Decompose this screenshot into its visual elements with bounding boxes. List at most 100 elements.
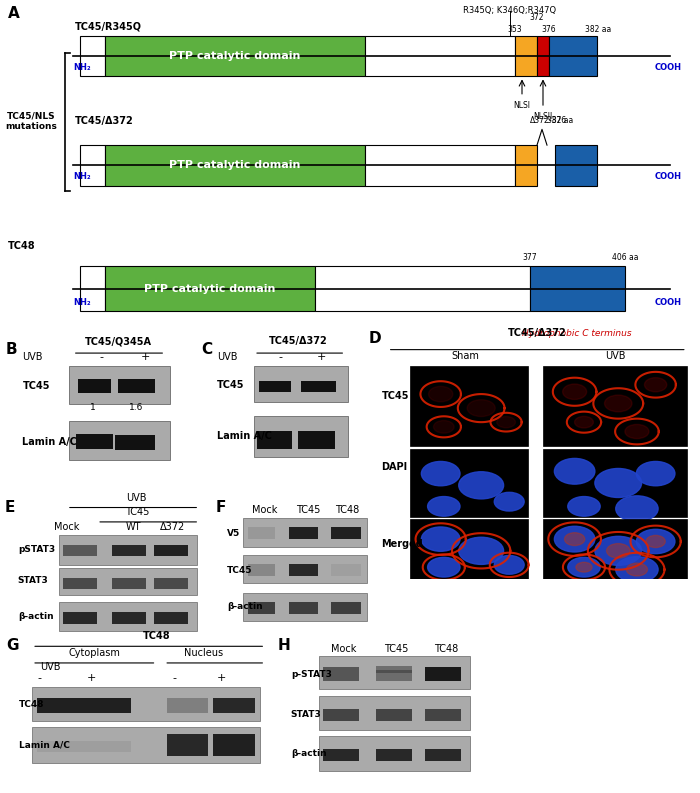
Text: pSTAT3: pSTAT3	[18, 545, 55, 554]
Text: TC45/Δ372: TC45/Δ372	[75, 116, 134, 126]
Ellipse shape	[421, 527, 460, 551]
Text: STAT3: STAT3	[290, 710, 321, 718]
Bar	[80, 145, 105, 186]
Text: β-actin: β-actin	[227, 603, 262, 611]
Ellipse shape	[568, 496, 600, 516]
Ellipse shape	[645, 377, 667, 392]
Text: A: A	[8, 6, 20, 21]
Text: TC48: TC48	[19, 700, 45, 709]
Bar	[243, 592, 367, 622]
Text: UVB: UVB	[127, 493, 147, 503]
Text: 382 aa: 382 aa	[585, 25, 611, 34]
Bar	[69, 421, 170, 460]
Text: NH₂: NH₂	[73, 297, 90, 307]
Bar	[257, 431, 293, 439]
Text: B: B	[6, 342, 18, 357]
Bar	[60, 602, 197, 630]
Bar	[243, 518, 367, 547]
Bar	[555, 145, 597, 186]
Text: WT: WT	[125, 522, 141, 532]
Bar	[167, 698, 209, 713]
Ellipse shape	[428, 386, 453, 402]
Bar	[365, 36, 515, 76]
Text: Lamin A/C: Lamin A/C	[19, 741, 70, 749]
Bar	[319, 656, 470, 689]
Bar	[288, 602, 318, 614]
Text: TC45: TC45	[295, 505, 320, 515]
Text: -: -	[99, 352, 104, 362]
Text: Mock: Mock	[253, 505, 278, 515]
Bar	[63, 578, 97, 588]
Bar	[254, 366, 348, 401]
Ellipse shape	[636, 462, 675, 486]
Bar	[248, 527, 275, 539]
Bar	[76, 434, 113, 440]
Text: 376: 376	[542, 25, 557, 34]
Bar	[258, 381, 291, 392]
Text: TC48: TC48	[433, 644, 458, 654]
Bar	[331, 527, 360, 539]
Bar	[60, 568, 197, 596]
Text: -: -	[279, 352, 283, 362]
Bar	[323, 749, 359, 761]
Ellipse shape	[433, 420, 454, 433]
Bar	[515, 145, 537, 186]
Text: TC45/Δ372: TC45/Δ372	[269, 336, 328, 346]
Bar	[319, 737, 470, 771]
Text: D: D	[369, 331, 382, 346]
Bar	[80, 266, 105, 311]
Text: PTP catalytic domain: PTP catalytic domain	[144, 284, 276, 293]
Bar	[243, 554, 367, 584]
Text: 372: 372	[530, 13, 545, 22]
Bar	[214, 698, 255, 713]
Text: TC45: TC45	[382, 392, 409, 401]
Ellipse shape	[568, 557, 600, 577]
Text: 353: 353	[508, 25, 522, 34]
Bar	[78, 379, 111, 393]
Bar	[32, 687, 260, 722]
Bar	[331, 602, 360, 614]
Ellipse shape	[554, 458, 595, 485]
Bar	[118, 379, 155, 393]
Text: TC48: TC48	[335, 505, 360, 515]
Bar	[69, 366, 170, 404]
Bar	[115, 435, 155, 442]
Bar	[84, 741, 131, 752]
Bar	[543, 366, 687, 446]
Text: β-actin: β-actin	[290, 749, 326, 757]
Text: PTP catalytic domain: PTP catalytic domain	[169, 52, 301, 61]
Bar	[543, 449, 687, 517]
Bar	[63, 612, 97, 624]
Text: +: +	[216, 673, 226, 683]
Text: 377: 377	[523, 252, 538, 262]
Bar	[214, 744, 255, 756]
Ellipse shape	[458, 537, 503, 565]
Text: R345Q; K346Q;R347Q: R345Q; K346Q;R347Q	[463, 6, 556, 14]
Text: p-STAT3: p-STAT3	[290, 669, 332, 679]
Bar	[112, 546, 146, 556]
Bar	[410, 519, 528, 579]
Ellipse shape	[607, 543, 630, 558]
Bar	[543, 519, 687, 579]
Bar	[32, 726, 260, 763]
Text: COOH: COOH	[655, 63, 682, 72]
Bar	[63, 546, 97, 556]
Text: β-actin: β-actin	[18, 611, 53, 621]
Bar	[112, 612, 146, 624]
Ellipse shape	[576, 562, 592, 572]
Text: 406 aa: 406 aa	[612, 252, 638, 262]
Text: Mock: Mock	[54, 522, 80, 532]
Bar	[298, 439, 335, 449]
Text: +: +	[317, 352, 326, 362]
Bar	[154, 546, 188, 556]
Text: Lamin A/C: Lamin A/C	[22, 437, 77, 447]
Text: DAPI: DAPI	[382, 462, 407, 472]
Text: F: F	[215, 500, 225, 515]
Text: Δ372: Δ372	[160, 522, 186, 532]
Text: NH₂: NH₂	[73, 172, 90, 181]
Bar	[154, 612, 188, 624]
Bar	[376, 666, 412, 672]
Bar	[76, 440, 113, 449]
Text: +: +	[141, 352, 150, 362]
Bar	[115, 441, 155, 450]
